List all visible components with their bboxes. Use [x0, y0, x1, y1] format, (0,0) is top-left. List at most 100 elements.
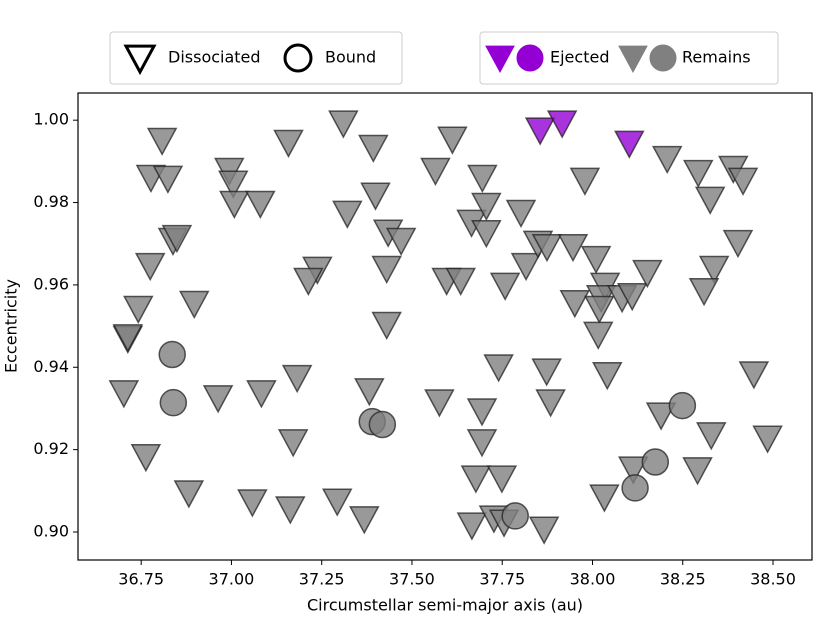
point: [360, 182, 391, 211]
point: [501, 502, 529, 530]
point: [202, 385, 234, 414]
point: [321, 488, 353, 517]
x-tick-label: 37.50: [389, 570, 435, 589]
y-tick-label: 0.90: [33, 521, 69, 540]
point: [237, 489, 268, 518]
legend-marker: [123, 44, 157, 76]
point: [354, 378, 385, 407]
point: [698, 255, 730, 285]
point: [632, 259, 663, 289]
point: [161, 224, 193, 254]
point: [368, 410, 397, 439]
point: [293, 267, 324, 296]
x-tick-label: 37.00: [209, 570, 255, 589]
point: [583, 321, 614, 350]
point: [752, 425, 783, 454]
point: [722, 229, 754, 259]
point: [159, 388, 188, 417]
point: [108, 380, 140, 409]
x-tick-label: 37.25: [299, 570, 345, 589]
point: [112, 324, 144, 353]
point: [466, 429, 498, 458]
point: [569, 167, 601, 196]
y-tick-label: 0.98: [33, 192, 69, 211]
point: [546, 110, 578, 139]
legend-label: Ejected: [550, 48, 609, 67]
point: [592, 362, 623, 391]
point: [483, 354, 514, 383]
point: [557, 233, 589, 263]
point: [466, 398, 498, 427]
point: [245, 190, 276, 219]
x-tick-label: 38.25: [660, 570, 706, 589]
y-tick-label: 0.94: [33, 357, 69, 376]
point: [614, 130, 645, 159]
point: [460, 465, 492, 494]
shape-legend-box: [109, 31, 403, 85]
point: [510, 252, 542, 282]
point: [580, 245, 612, 275]
point: [371, 311, 402, 341]
y-tick-label: 0.96: [33, 274, 69, 293]
point: [217, 170, 249, 199]
x-tick-label: 38.50: [750, 570, 796, 589]
point: [273, 129, 304, 158]
point: [616, 282, 648, 312]
point: [694, 186, 726, 215]
point: [173, 480, 205, 509]
point: [123, 295, 154, 324]
point: [559, 289, 591, 319]
point: [645, 402, 677, 431]
point: [134, 252, 166, 282]
plot-frame: [77, 92, 813, 561]
point: [275, 496, 306, 525]
y-tick-label: 0.92: [33, 439, 69, 458]
point: [589, 484, 620, 513]
point: [505, 199, 537, 229]
point: [486, 465, 518, 494]
point: [456, 512, 488, 541]
point: [152, 165, 184, 194]
point: [535, 389, 566, 418]
point: [531, 233, 563, 263]
point: [531, 358, 562, 387]
point: [328, 110, 359, 139]
point: [727, 167, 759, 196]
point: [682, 457, 713, 486]
legend-marker: [649, 44, 677, 72]
point: [651, 145, 683, 175]
point: [641, 448, 670, 476]
point: [332, 200, 363, 229]
point: [420, 157, 451, 186]
point: [358, 134, 389, 163]
point: [471, 219, 502, 249]
point: [281, 364, 313, 394]
legend-marker: [618, 45, 648, 74]
point: [489, 272, 521, 301]
point: [471, 192, 502, 222]
legend-marker: [485, 45, 515, 74]
point: [445, 267, 476, 296]
point: [696, 422, 727, 451]
point: [385, 227, 417, 257]
legend-label: Dissociated: [168, 48, 261, 67]
x-axis-label: Circumstellar semi-major axis (au): [307, 596, 583, 615]
legend-label: Bound: [325, 48, 376, 67]
point: [618, 456, 649, 485]
point: [277, 429, 309, 458]
point: [524, 117, 556, 146]
point: [584, 295, 615, 324]
y-axis-label: Eccentricity: [2, 279, 21, 373]
point: [688, 278, 720, 307]
point: [130, 443, 162, 473]
point: [178, 290, 210, 320]
point: [219, 190, 250, 219]
point: [528, 516, 560, 545]
point: [158, 340, 186, 369]
point: [349, 506, 380, 535]
point: [424, 389, 455, 418]
x-tick-label: 38.00: [570, 570, 616, 589]
point: [621, 474, 649, 502]
point: [467, 164, 498, 193]
